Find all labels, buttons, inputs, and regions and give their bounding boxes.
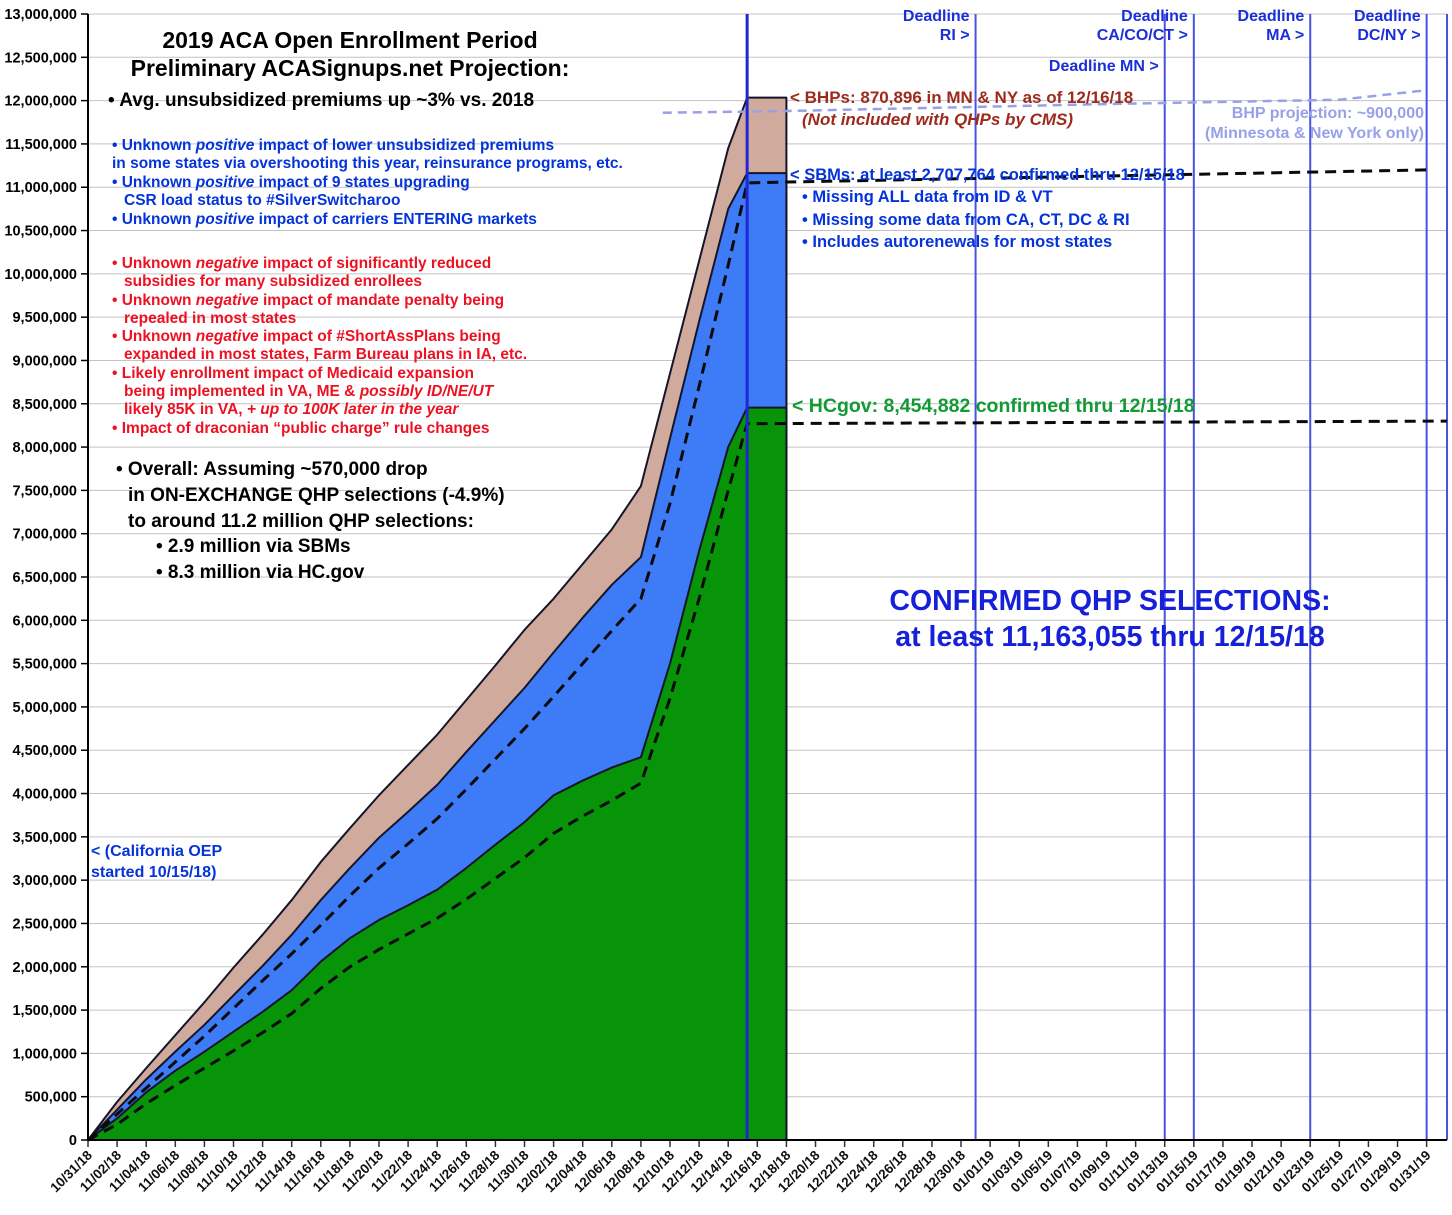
avg-premiums-note: • Avg. unsubsidized premiums up ~3% vs. … xyxy=(108,90,535,111)
svg-text:0: 0 xyxy=(69,1133,77,1149)
note-line: • Missing ALL data from ID & VT xyxy=(802,188,1053,207)
svg-text:1,500,000: 1,500,000 xyxy=(12,1003,77,1019)
svg-text:3,500,000: 3,500,000 xyxy=(12,830,77,846)
negative-factors-notes: • Unknown negative impact of significant… xyxy=(112,255,527,438)
svg-text:4,000,000: 4,000,000 xyxy=(12,787,77,803)
note-line: expanded in most states, Farm Bureau pla… xyxy=(124,346,528,364)
deadline-label-ca-co-ct: Deadline CA/CO/CT > xyxy=(1096,8,1188,44)
note-line: subsidies for many subsidized enrollees xyxy=(124,273,423,291)
projection-bhp-projection-900-000-mn-ny-only- xyxy=(662,88,1427,114)
svg-text:3,000,000: 3,000,000 xyxy=(12,873,77,889)
svg-text:9,500,000: 9,500,000 xyxy=(12,310,77,326)
note-line: < (California OEP xyxy=(91,843,223,860)
svg-text:9,000,000: 9,000,000 xyxy=(12,353,77,369)
note-line: repealed in most states xyxy=(124,309,297,327)
sbm-annotation: < SBMs: at least 2,707,764 confirmed thr… xyxy=(790,164,1185,254)
deadline-label-ri: Deadline RI > xyxy=(902,8,970,44)
svg-text:11,500,000: 11,500,000 xyxy=(5,137,77,153)
svg-text:8,500,000: 8,500,000 xyxy=(12,397,77,413)
note-line: • Unknown positive impact of lower unsub… xyxy=(112,137,555,154)
deadline-label-ma: Deadline MA > xyxy=(1237,8,1305,44)
deadline-label-dc-ny: Deadline DC/NY > xyxy=(1353,8,1421,44)
svg-text:10,000,000: 10,000,000 xyxy=(4,267,77,283)
note-line: started 10/15/18) xyxy=(91,863,217,881)
confirmed-qhp-total: CONFIRMED QHP SELECTIONS: at least 11,16… xyxy=(820,584,1400,655)
overall-projection-notes: • Overall: Assuming ~570,000 drop in ON-E… xyxy=(116,457,505,586)
svg-text:4,500,000: 4,500,000 xyxy=(12,743,77,759)
note-line: • Includes autorenewals for most states xyxy=(802,233,1113,252)
svg-text:2,500,000: 2,500,000 xyxy=(12,916,77,932)
svg-text:7,000,000: 7,000,000 xyxy=(12,527,77,543)
bhp-annotation: < BHPs: 870,896 in MN & NY as of 12/16/1… xyxy=(790,87,1133,131)
deadline-label-mn: Deadline MN > xyxy=(1048,58,1159,75)
area-healthcare-gov-qhps xyxy=(87,406,788,1141)
svg-text:5,000,000: 5,000,000 xyxy=(12,700,77,716)
note-line: • Overall: Assuming ~570,000 drop xyxy=(116,459,428,480)
note-line: < SBMs: at least 2,707,764 confirmed thr… xyxy=(790,166,1185,184)
note-line: • Unknown negative impact of significant… xyxy=(112,255,492,272)
svg-text:8,000,000: 8,000,000 xyxy=(12,440,77,456)
note-line: • 2.9 million via SBMs xyxy=(156,536,351,558)
projection-qhp-selections-projection-11-2m- xyxy=(87,168,1427,1142)
chart-title-line1: 2019 ACA Open Enrollment Period xyxy=(162,27,538,53)
note-line: • Unknown positive impact of carriers EN… xyxy=(112,210,537,228)
note-line: likely 85K in VA, + up to 100K later in … xyxy=(124,401,459,419)
svg-text:6,000,000: 6,000,000 xyxy=(12,613,77,629)
bhp-projection-label: BHP projection: ~900,000 (Minnesota & New… xyxy=(1150,104,1424,144)
svg-text:500,000: 500,000 xyxy=(25,1090,77,1106)
x-ticks-and-labels: 10/31/1811/02/1811/04/1811/06/1811/08/18… xyxy=(47,1140,1434,1195)
svg-text:12,000,000: 12,000,000 xyxy=(4,94,77,110)
note-line: • Impact of draconian “public charge” ru… xyxy=(112,419,490,437)
note-line: < BHPs: 870,896 in MN & NY as of 12/16/1… xyxy=(790,88,1134,107)
hcgov-annotation: < HCgov: 8,454,882 confirmed thru 12/15/… xyxy=(792,395,1195,417)
note-line: (Minnesota & New York only) xyxy=(1205,125,1424,142)
note-line: in some states via overshooting this yea… xyxy=(112,155,623,173)
note-line: in ON-EXCHANGE QHP selections (-4.9%) xyxy=(128,484,505,506)
note-line: • Unknown negative impact of mandate pen… xyxy=(112,291,505,309)
note-line: • Likely enrollment impact of Medicaid e… xyxy=(112,364,475,382)
svg-text:13,000,000: 13,000,000 xyxy=(4,7,77,23)
confirmed-qhp-total-line2: at least 11,163,055 thru 12/15/18 xyxy=(895,620,1325,653)
note-line: • Unknown negative impact of #ShortAssPl… xyxy=(112,328,501,346)
svg-text:11,000,000: 11,000,000 xyxy=(5,180,77,196)
svg-text:10,500,000: 10,500,000 xyxy=(4,224,77,240)
svg-text:6,500,000: 6,500,000 xyxy=(12,570,77,586)
note-line: • Unknown positive impact of 9 states up… xyxy=(112,173,470,191)
note-line: CSR load status to #SilverSwitcharoo xyxy=(124,192,401,210)
note-line: (Not included with QHPs by CMS) xyxy=(802,110,1074,130)
california-oep-note: < (California OEP started 10/15/18) xyxy=(91,842,222,884)
note-line: being implemented in VA, ME & possibly I… xyxy=(124,382,494,400)
note-line: BHP projection: ~900,000 xyxy=(1231,105,1424,122)
note-line: • Missing some data from CA, CT, DC & RI xyxy=(802,210,1130,229)
projection-hcgov-projection-8-3m- xyxy=(87,419,1448,1142)
note-line: • 8.3 million via HC.gov xyxy=(156,562,365,584)
positive-factors-notes: • Unknown positive impact of lower unsub… xyxy=(112,137,623,229)
confirmed-qhp-total-line1: CONFIRMED QHP SELECTIONS: xyxy=(889,585,1331,617)
svg-text:7,500,000: 7,500,000 xyxy=(12,483,77,499)
note-line: to around 11.2 million QHP selections: xyxy=(128,510,474,532)
chart-title-line2: Preliminary ACASignups.net Projection: xyxy=(130,55,570,82)
svg-text:1,000,000: 1,000,000 xyxy=(12,1046,77,1062)
svg-text:2,000,000: 2,000,000 xyxy=(12,960,77,976)
deadline-lines xyxy=(974,14,1448,1140)
chart-title: 2019 ACA Open Enrollment Period Prelimin… xyxy=(100,26,600,82)
svg-text:5,500,000: 5,500,000 xyxy=(12,657,77,673)
svg-text:12,500,000: 12,500,000 xyxy=(4,50,77,66)
